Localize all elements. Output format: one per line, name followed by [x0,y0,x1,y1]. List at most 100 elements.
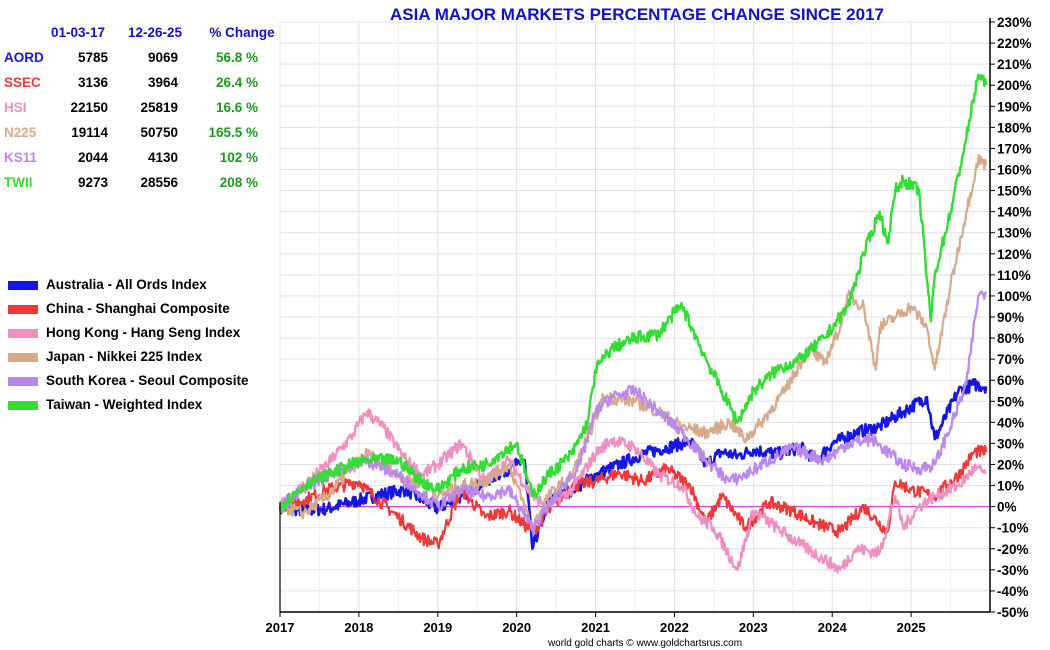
table-header-0: 01-03-17 [51,25,105,40]
row-code: TWII [4,175,33,190]
series-line-ks11 [278,290,988,534]
y-tick-label: 160% [997,163,1032,178]
x-tick-label: 2022 [660,620,689,635]
y-tick-label: 140% [997,205,1032,220]
table-row: TWII 9273 28556 208 % [4,175,258,190]
y-tick-label: 130% [997,226,1032,241]
table-row: N225 19114 50750 165.5 % [4,125,258,140]
legend-item: Taiwan - Weighted Index [8,397,203,412]
y-tick-label: 80% [997,331,1024,346]
x-tick-label: 2021 [581,620,610,635]
x-tick-label: 2024 [818,620,848,635]
chart-title: ASIA MAJOR MARKETS PERCENTAGE CHANGE SIN… [390,5,884,24]
table-row: AORD 5785 9069 56.8 % [4,50,258,65]
series-line-aord [278,378,988,551]
series-line-twii [278,73,988,513]
row-start-value: 2044 [78,150,109,165]
y-tick-label: 100% [997,289,1032,304]
x-axis-ticks: 2017 2018 2019 2020 2021 2022 2023 2024 2025 [266,612,926,635]
y-tick-label: 210% [997,57,1032,72]
legend-label: China - Shanghai Composite [46,301,230,316]
y-tick-label: 170% [997,141,1032,156]
legend-label: South Korea - Seoul Composite [46,373,249,388]
y-tick-label: -30% [997,563,1029,578]
row-pct-change: 165.5 % [208,125,258,140]
row-end-value: 9069 [148,50,178,65]
series-line-ssec [279,444,988,550]
y-tick-label: 190% [997,99,1032,114]
legend-item: Hong Kong - Hang Seng Index [8,325,241,340]
y-tick-label: 90% [997,310,1024,325]
y-axis-ticks: 230% 220% 210% 200% 190% 180% 170% 160% 150% 140%… [990,15,1032,620]
row-start-value: 9273 [78,175,109,190]
y-tick-label: -50% [997,605,1029,620]
x-tick-label: 2025 [897,620,926,635]
y-tick-label: 180% [997,120,1032,135]
legend-swatch [8,377,38,386]
credit-text: world gold charts © www.goldchartsrus.co… [547,638,742,649]
row-code: AORD [4,50,44,65]
legend-label: Japan - Nikkei 225 Index [46,349,203,364]
axes [279,18,991,613]
row-code: HSI [4,100,27,115]
row-pct-change: 56.8 % [216,50,258,65]
row-pct-change: 16.6 % [216,100,258,115]
y-tick-label: 150% [997,184,1032,199]
row-start-value: 22150 [70,100,108,115]
y-tick-label: 60% [997,373,1024,388]
y-tick-label: 110% [997,268,1031,283]
x-tick-label: 2019 [423,620,452,635]
series-line-hsi [279,408,987,574]
row-pct-change: 102 % [220,150,258,165]
y-tick-label: 70% [997,352,1024,367]
series-line-n225 [278,154,988,531]
legend: Australia - All Ords Index China - Shangh… [8,277,249,412]
table-row: KS11 2044 4130 102 % [4,150,258,165]
y-tick-label: -10% [997,521,1029,536]
y-tick-label: 230% [997,15,1032,30]
legend-swatch [8,329,38,338]
y-tick-label: 220% [997,36,1032,51]
row-code: SSEC [4,75,41,90]
table-row: HSI 22150 25819 16.6 % [4,100,258,115]
y-tick-label: 20% [997,458,1024,473]
legend-swatch [8,401,38,410]
row-pct-change: 208 % [220,175,258,190]
y-tick-label: -40% [997,584,1029,599]
legend-item: China - Shanghai Composite [8,301,230,316]
y-tick-label: 120% [997,247,1032,262]
legend-item: Japan - Nikkei 225 Index [8,349,203,364]
legend-item: South Korea - Seoul Composite [8,373,249,388]
row-pct-change: 26.4 % [216,75,258,90]
row-start-value: 5785 [78,50,109,65]
row-code: KS11 [4,150,38,165]
table-header-1: 12-26-25 [128,25,183,40]
series-layer [278,73,988,574]
legend-item: Australia - All Ords Index [8,277,207,292]
row-code: N225 [4,125,37,140]
x-tick-label: 2020 [502,620,531,635]
grid [279,21,990,613]
summary-table: AORD 5785 9069 56.8 % SSEC 3136 3964 26.4 % HSI 2… [4,50,258,190]
row-end-value: 25819 [140,100,178,115]
legend-label: Hong Kong - Hang Seng Index [46,325,241,340]
table-header-2: % Change [209,25,275,40]
y-tick-label: 40% [997,415,1024,430]
row-start-value: 3136 [78,75,109,90]
y-tick-label: 0% [997,500,1017,515]
row-end-value: 28556 [140,175,178,190]
y-tick-label: 30% [997,436,1024,451]
y-tick-label: 50% [997,394,1024,409]
row-start-value: 19114 [71,125,108,140]
table-row: SSEC 3136 3964 26.4 % [4,75,258,90]
x-tick-label: 2017 [266,620,295,635]
summary-table-headers: 01-03-17 12-26-25 % Change [51,25,275,40]
y-tick-label: 200% [997,78,1032,93]
row-end-value: 3964 [148,75,179,90]
legend-swatch [8,281,38,290]
legend-label: Taiwan - Weighted Index [46,397,203,412]
x-tick-label: 2023 [739,620,768,635]
legend-swatch [8,353,38,362]
legend-swatch [8,305,38,314]
